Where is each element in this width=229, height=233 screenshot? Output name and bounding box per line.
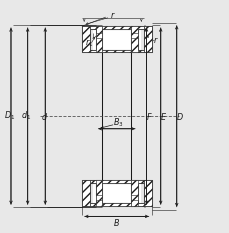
Bar — [93, 29, 140, 50]
Bar — [90, 180, 143, 183]
Bar — [131, 180, 137, 206]
Text: $r_1$: $r_1$ — [85, 38, 93, 49]
Bar — [93, 183, 95, 203]
Bar — [95, 29, 102, 33]
Bar — [82, 180, 90, 206]
Bar — [102, 50, 131, 52]
Bar — [102, 180, 131, 183]
Bar — [131, 195, 137, 200]
Bar — [131, 29, 137, 33]
Bar — [95, 33, 102, 38]
Bar — [131, 33, 137, 38]
Bar — [95, 26, 102, 52]
Bar — [143, 26, 151, 52]
Text: $r$: $r$ — [153, 35, 158, 45]
Text: $D$: $D$ — [175, 111, 183, 122]
Bar — [137, 29, 140, 50]
Bar — [143, 180, 151, 206]
Text: $F$: $F$ — [145, 111, 152, 122]
Bar — [93, 183, 140, 203]
Text: $d_1$: $d_1$ — [21, 110, 31, 122]
Bar — [95, 200, 102, 203]
Bar — [137, 183, 140, 203]
Bar — [90, 50, 143, 52]
Bar — [90, 26, 143, 29]
Text: $r$: $r$ — [109, 10, 115, 20]
Bar — [82, 26, 90, 52]
Bar — [93, 29, 95, 50]
Bar — [102, 183, 131, 199]
Bar — [95, 180, 102, 206]
Text: $B$: $B$ — [113, 217, 120, 228]
Text: $E$: $E$ — [159, 111, 166, 122]
Bar — [131, 200, 137, 203]
Bar — [95, 195, 102, 200]
Bar — [102, 26, 131, 29]
Bar — [102, 34, 131, 50]
Bar — [131, 26, 137, 52]
Text: $B_3$: $B_3$ — [112, 117, 123, 129]
Text: $d$: $d$ — [41, 111, 48, 122]
Text: $D_1$: $D_1$ — [3, 110, 15, 122]
Bar — [90, 203, 143, 206]
Bar — [102, 203, 131, 206]
